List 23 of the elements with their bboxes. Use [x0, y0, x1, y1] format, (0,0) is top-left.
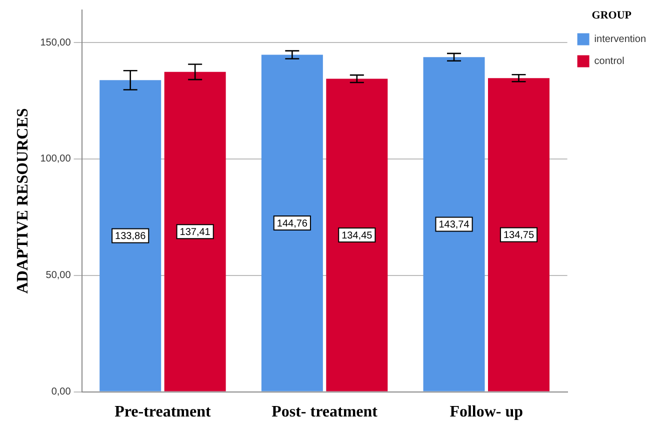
bar: [326, 78, 388, 392]
x-tick-label: Follow- up: [450, 404, 524, 421]
legend-title: GROUP: [592, 9, 632, 22]
bar: [261, 54, 323, 392]
data-label: 137,41: [180, 226, 211, 238]
data-label: 134,45: [342, 230, 373, 242]
data-label: 143,74: [438, 219, 470, 230]
data-label: 144,76: [276, 218, 308, 230]
y-tick-label: 100,00: [40, 154, 72, 165]
data-label: 134,75: [503, 230, 534, 241]
y-tick-label: 50,00: [46, 270, 72, 282]
bar: [164, 72, 226, 392]
bar: [100, 80, 162, 392]
legend-label: control: [594, 56, 624, 67]
bar: [423, 57, 485, 392]
legend-label: intervention: [594, 34, 646, 45]
y-axis-title: ADAPTIVE RESOURCES: [14, 108, 32, 294]
data-label: 133,86: [115, 230, 146, 242]
x-tick-label: Post- treatment: [272, 404, 378, 421]
x-tick-label: Pre-treatment: [114, 404, 212, 421]
bar: [488, 78, 550, 392]
y-tick-label: 150,00: [40, 37, 72, 48]
y-tick-label: 0,00: [51, 386, 72, 398]
